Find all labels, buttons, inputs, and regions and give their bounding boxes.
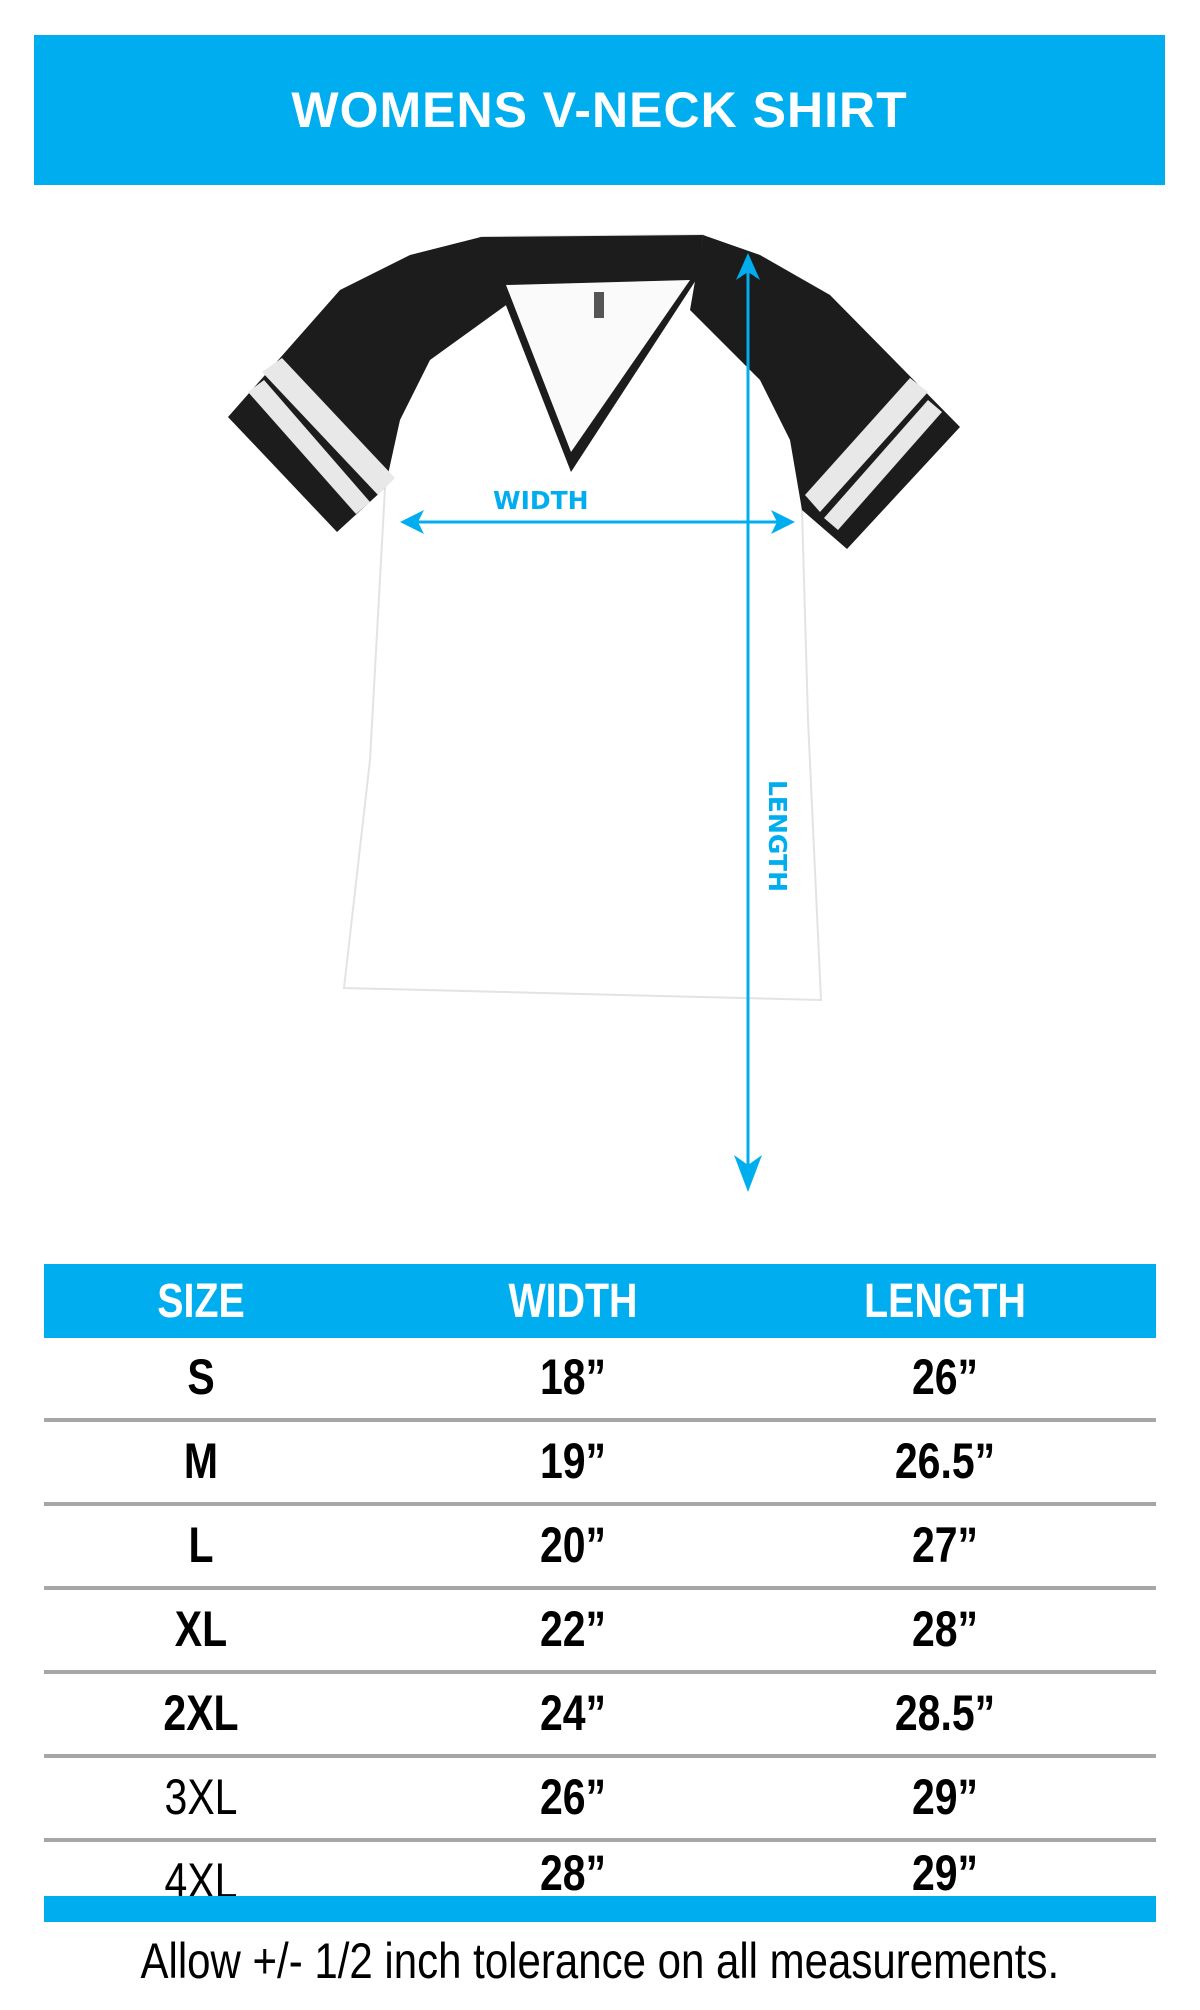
length-cell: 28” — [911, 1601, 979, 1657]
width-cell: 26” — [539, 1769, 607, 1825]
title-banner: WOMENS V-NECK SHIRT — [34, 35, 1165, 185]
left-sleeve — [228, 237, 520, 532]
left-sleeve-stripe — [262, 358, 395, 495]
width-label: WIDTH — [493, 486, 589, 515]
tolerance-note: Allow +/- 1/2 inch tolerance on all meas… — [0, 1932, 1200, 1990]
size-cell: S — [187, 1349, 215, 1405]
size-table: SIZE WIDTH LENGTH S 18” 26” M 19” 26.5” L 20”… — [44, 1264, 1156, 1912]
neck-tag — [594, 292, 604, 318]
length-label: LENGTH — [763, 780, 792, 892]
length-cell: 26” — [911, 1349, 979, 1405]
length-cell: 26.5” — [894, 1433, 996, 1489]
length-cell: 29” — [911, 1845, 979, 1901]
table-header: SIZE WIDTH LENGTH — [44, 1264, 1156, 1338]
table-row: XL 22” 28” — [44, 1590, 1156, 1674]
v-neck-opening — [506, 280, 690, 452]
width-cell: 28” — [539, 1845, 607, 1901]
table-row: S 18” 26” — [44, 1338, 1156, 1422]
length-arrow-top-head — [736, 253, 760, 280]
width-cell: 22” — [539, 1601, 607, 1657]
right-sleeve-stripe — [824, 400, 942, 530]
table-row: L 20” 27” — [44, 1506, 1156, 1590]
size-cell: L — [188, 1517, 214, 1573]
page-title: WOMENS V-NECK SHIRT — [291, 82, 908, 138]
size-cell: 3XL — [164, 1769, 238, 1825]
right-sleeve-stripe — [805, 378, 928, 512]
table-row: 3XL 26” 29” — [44, 1758, 1156, 1842]
width-cell: 24” — [539, 1685, 607, 1741]
right-sleeve — [690, 235, 960, 549]
header-size: SIZE — [157, 1274, 245, 1328]
length-arrow-bottom-head — [734, 1155, 762, 1192]
tolerance-note-text: Allow +/- 1/2 inch tolerance on all meas… — [140, 1933, 1060, 1989]
header-width: WIDTH — [508, 1274, 638, 1328]
table-row: M 19” 26.5” — [44, 1422, 1156, 1506]
width-arrow-left-head — [400, 510, 424, 534]
size-cell: 2XL — [163, 1685, 239, 1741]
left-sleeve-stripe — [248, 380, 370, 514]
width-arrow-right-head — [771, 510, 795, 534]
width-cell: 20” — [539, 1517, 607, 1573]
size-cell: M — [183, 1433, 219, 1489]
header-length: LENGTH — [864, 1274, 1026, 1328]
width-cell: 19” — [539, 1433, 607, 1489]
length-cell: 28.5” — [894, 1685, 996, 1741]
length-cell: 27” — [911, 1517, 979, 1573]
shirt-diagram — [228, 233, 960, 1192]
table-row: 2XL 24” 28.5” — [44, 1674, 1156, 1758]
size-cell: XL — [174, 1601, 228, 1657]
length-cell: 29” — [911, 1769, 979, 1825]
width-cell: 18” — [539, 1349, 607, 1405]
table-bottom-bar — [44, 1896, 1156, 1922]
